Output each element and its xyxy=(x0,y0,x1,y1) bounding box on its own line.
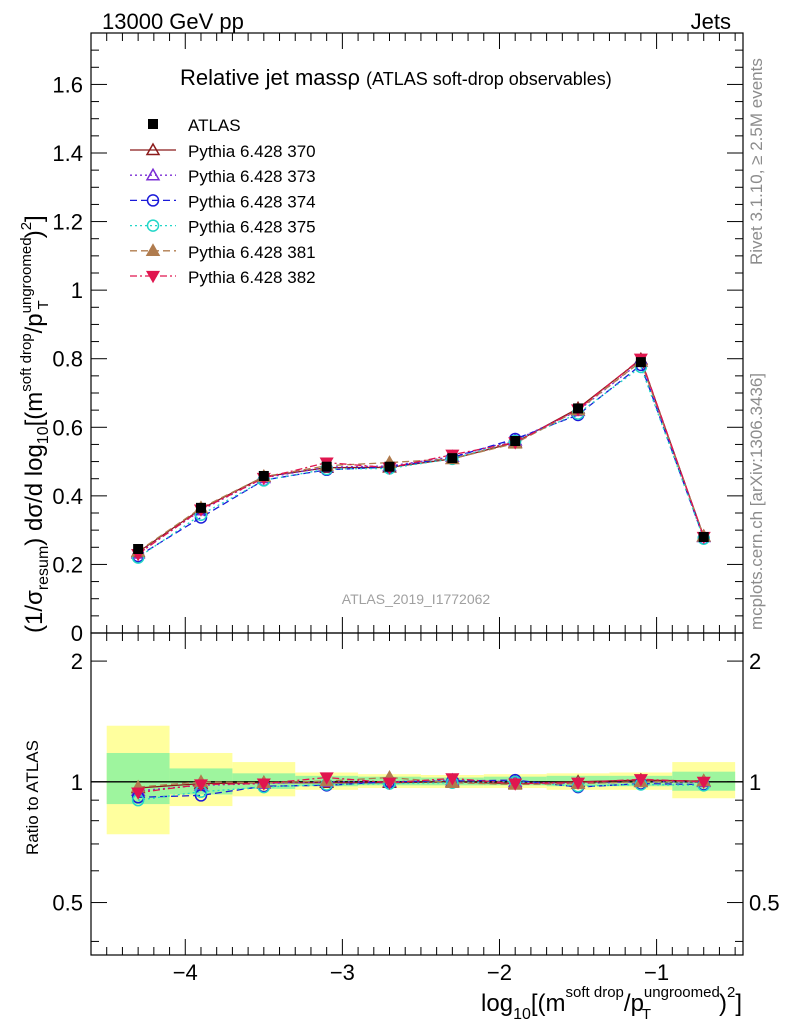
legend-label: Pythia 6.428 382 xyxy=(188,268,316,287)
x-tick-label: −2 xyxy=(487,960,512,985)
header-right: Jets xyxy=(691,9,731,34)
ratio-y-tick-label: 0.5 xyxy=(52,891,83,916)
legend-marker xyxy=(145,142,161,156)
ratio-y-tick-label-right: 1 xyxy=(749,770,761,795)
y-tick-label: 0.8 xyxy=(52,347,83,372)
ratio-series-line xyxy=(138,776,704,788)
series-line xyxy=(137,360,705,552)
header-left: 13000 GeV pp xyxy=(102,9,244,34)
main-y-axis-label: (1/σresum) dσ/d log10[(msoft drop/pungro… xyxy=(18,215,52,633)
ratio-series-line xyxy=(138,779,704,798)
y-tick-label: 1.4 xyxy=(52,141,83,166)
rivet-note: Rivet 3.1.10, ≥ 2.5M events xyxy=(747,58,766,265)
main-axes: 0 0.2 0.4 0.6 0.8 1 1.2 1.4 1.6 xyxy=(52,33,743,646)
legend-marker xyxy=(145,167,161,181)
legend: ATLAS Pythia 6.428 370 Pythia 6.428 373 Pyt… xyxy=(130,116,316,287)
ratio-y-tick-label-right: 2 xyxy=(749,649,761,674)
legend-marker xyxy=(145,243,161,257)
x-axis-label: log10[(msoft drop/pungroomed T)2] xyxy=(481,984,742,1023)
ratio-series-line xyxy=(138,779,704,789)
legend-label: Pythia 6.428 373 xyxy=(188,167,316,186)
chart-subtitle: (ATLAS soft-drop observables) xyxy=(366,69,612,89)
data-point xyxy=(510,436,521,446)
x-axis-labels: −4 −3 −2 −1 xyxy=(173,960,669,985)
series-line xyxy=(137,358,705,553)
legend-label: Pythia 6.428 381 xyxy=(188,243,316,262)
x-tick-label: −1 xyxy=(644,960,669,985)
ratio-series-point xyxy=(193,779,209,792)
ratio-series-point xyxy=(445,773,460,786)
y-tick-label: 0.4 xyxy=(52,484,83,509)
legend-label: Pythia 6.428 374 xyxy=(188,192,316,211)
legend-marker xyxy=(146,194,160,207)
series-line xyxy=(137,360,705,555)
ratio-series-line xyxy=(138,776,704,794)
series-line xyxy=(137,363,705,557)
data-point xyxy=(384,461,395,472)
ratio-series-point xyxy=(571,777,586,790)
ratio-series-point xyxy=(382,777,397,790)
y-tick-label: 0 xyxy=(71,621,83,646)
y-tick-label: 1 xyxy=(71,278,83,303)
data-point xyxy=(321,461,332,472)
main-marks xyxy=(130,351,712,564)
series-line xyxy=(137,357,705,555)
legend-marker-data xyxy=(148,119,158,129)
x-tick-label: −4 xyxy=(173,960,198,985)
ratio-series-point xyxy=(508,778,523,791)
legend-marker xyxy=(145,270,161,284)
series-line xyxy=(137,365,705,559)
data-point xyxy=(635,357,646,368)
legend-label: Pythia 6.428 375 xyxy=(188,218,316,237)
data-point xyxy=(698,532,709,542)
main-plot: 0 0.2 0.4 0.6 0.8 1 1.2 1.4 1.6 Relative jet mas… xyxy=(18,32,744,646)
ratio-plot: 0.5 0.5 1 1 2 2 Ratio to ATLAS xyxy=(23,632,780,956)
y-tick-label: 1.6 xyxy=(52,72,83,97)
y-tick-label: 0.6 xyxy=(52,415,83,440)
y-tick-label: 1.2 xyxy=(52,210,83,235)
data-point xyxy=(573,403,584,414)
legend-marker xyxy=(146,219,160,232)
data-point xyxy=(258,470,269,481)
ratio-y-tick-label: 1 xyxy=(71,770,83,795)
ratio-y-tick-label-right: 0.5 xyxy=(749,891,780,916)
ratio-series-point xyxy=(696,776,711,790)
watermark: ATLAS_2019_I1772062 xyxy=(342,591,491,607)
mcplots-note: mcplots.cern.ch [arXiv:1306.3436] xyxy=(747,373,766,630)
ratio-series-point xyxy=(633,774,648,787)
ratio-frame xyxy=(90,632,744,956)
ratio-marks xyxy=(130,770,712,807)
chart-title-main: Relative jet massρ xyxy=(180,65,360,90)
ratio-y-tick-label: 2 xyxy=(71,649,83,674)
ratio-series-point xyxy=(319,772,334,785)
ratio-y-axis-label: Ratio to ATLAS xyxy=(23,740,42,855)
data-point xyxy=(447,453,458,464)
ratio-series-line xyxy=(138,779,704,792)
ratio-axes: 0.5 0.5 1 1 2 2 xyxy=(52,633,780,955)
y-tick-label: 0.2 xyxy=(52,552,83,577)
ratio-series-point xyxy=(256,778,271,791)
ratio-series-point xyxy=(131,787,146,800)
x-tick-label: −3 xyxy=(330,960,355,985)
legend-label: Pythia 6.428 370 xyxy=(188,142,316,161)
legend-label-data: ATLAS xyxy=(188,116,241,135)
data-point xyxy=(133,544,144,554)
chart-title: Relative jet massρ (ATLAS soft-drop obser… xyxy=(180,65,612,90)
data-point xyxy=(195,502,206,513)
